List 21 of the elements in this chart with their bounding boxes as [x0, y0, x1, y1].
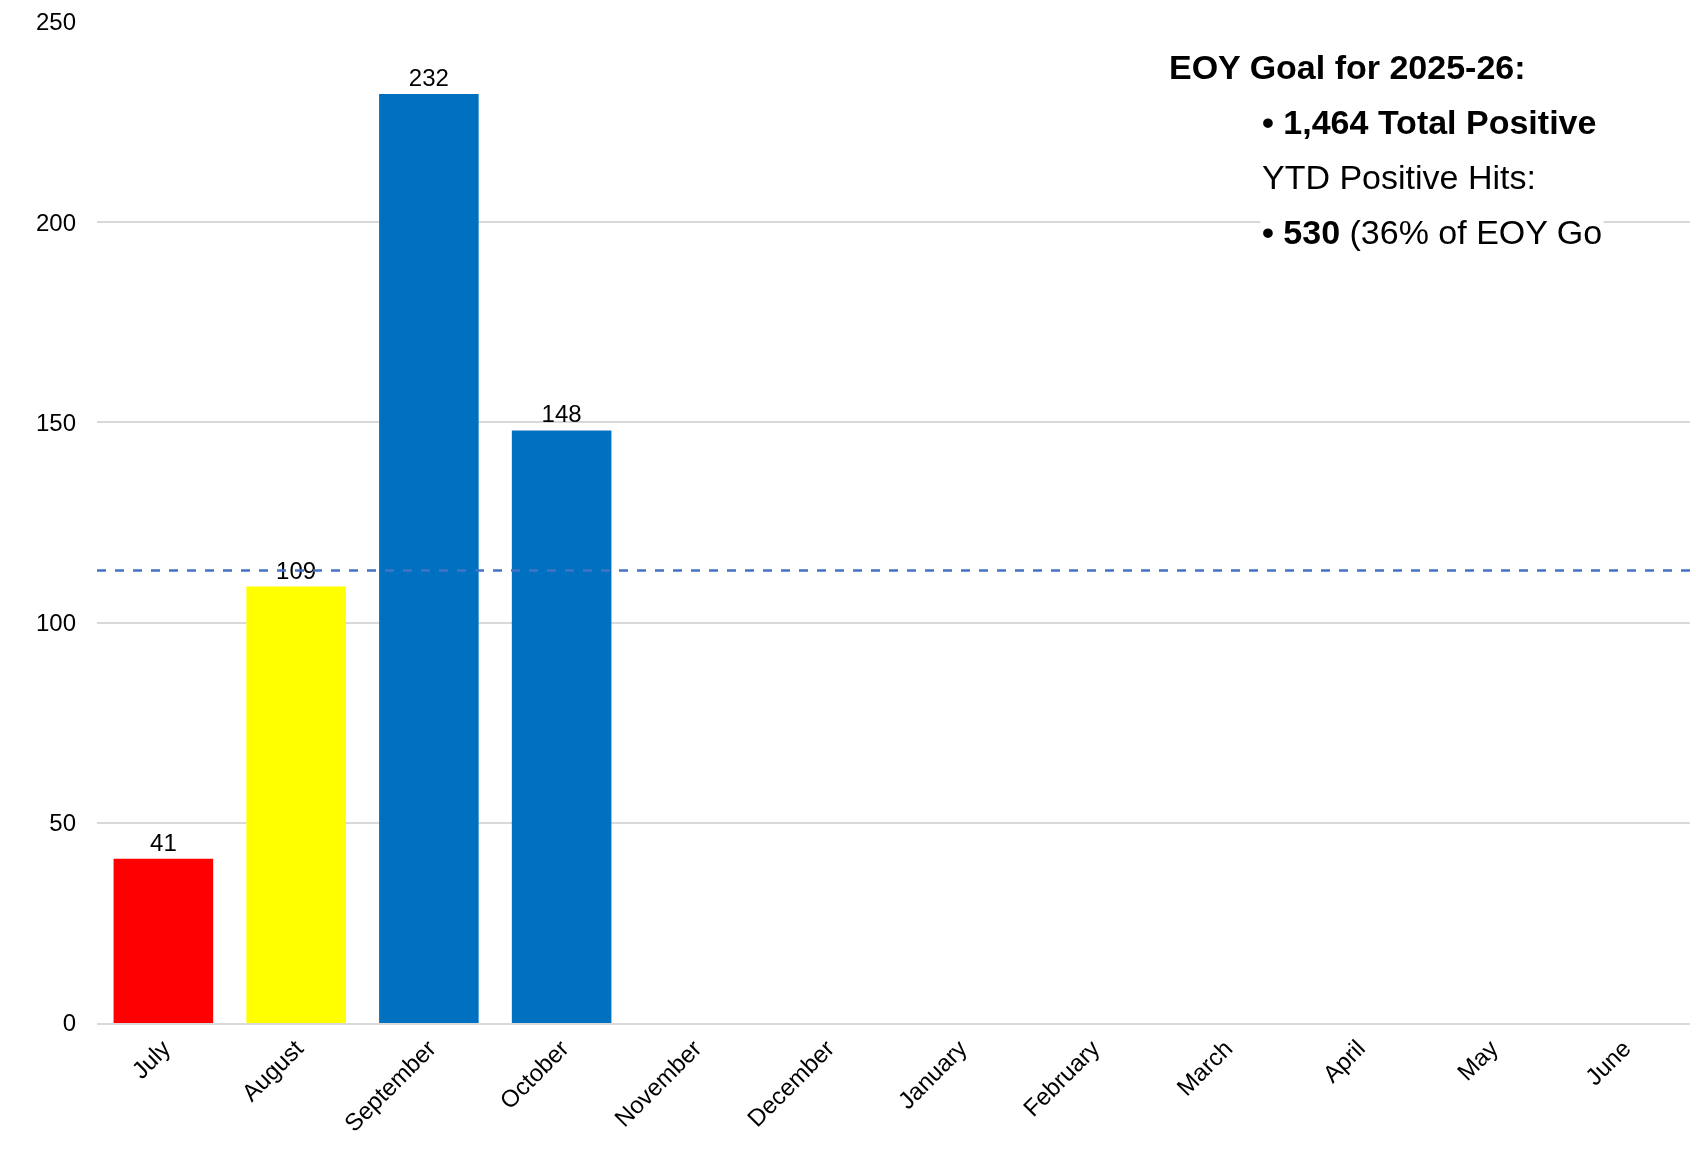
x-tick-label: July	[126, 1034, 176, 1084]
annotation: • 1,464 Total Positive	[1262, 103, 1597, 141]
bar	[511, 430, 612, 1023]
bar	[246, 586, 346, 1023]
y-tick-label: 50	[49, 809, 76, 837]
data-label: 232	[408, 64, 449, 92]
bar	[379, 94, 479, 1023]
annotation: YTD Positive Hits:	[1262, 158, 1536, 196]
annotation: • 530	[1262, 213, 1341, 251]
annotation: EOY Goal for 2025-26:	[1169, 48, 1526, 86]
y-tick-label: 200	[35, 208, 76, 236]
y-tick-label: 150	[35, 408, 76, 436]
data-label: 148	[541, 400, 582, 428]
data-label: 109	[276, 556, 317, 584]
y-tick-label: 100	[35, 609, 76, 636]
data-label: 41	[150, 828, 177, 856]
bar	[113, 858, 214, 1023]
y-tick-label: 250	[35, 8, 76, 36]
annotation: (36% of EOY Go	[1349, 213, 1603, 251]
y-tick-label: 0	[62, 1009, 76, 1037]
x-tick-label: May	[1451, 1034, 1503, 1086]
